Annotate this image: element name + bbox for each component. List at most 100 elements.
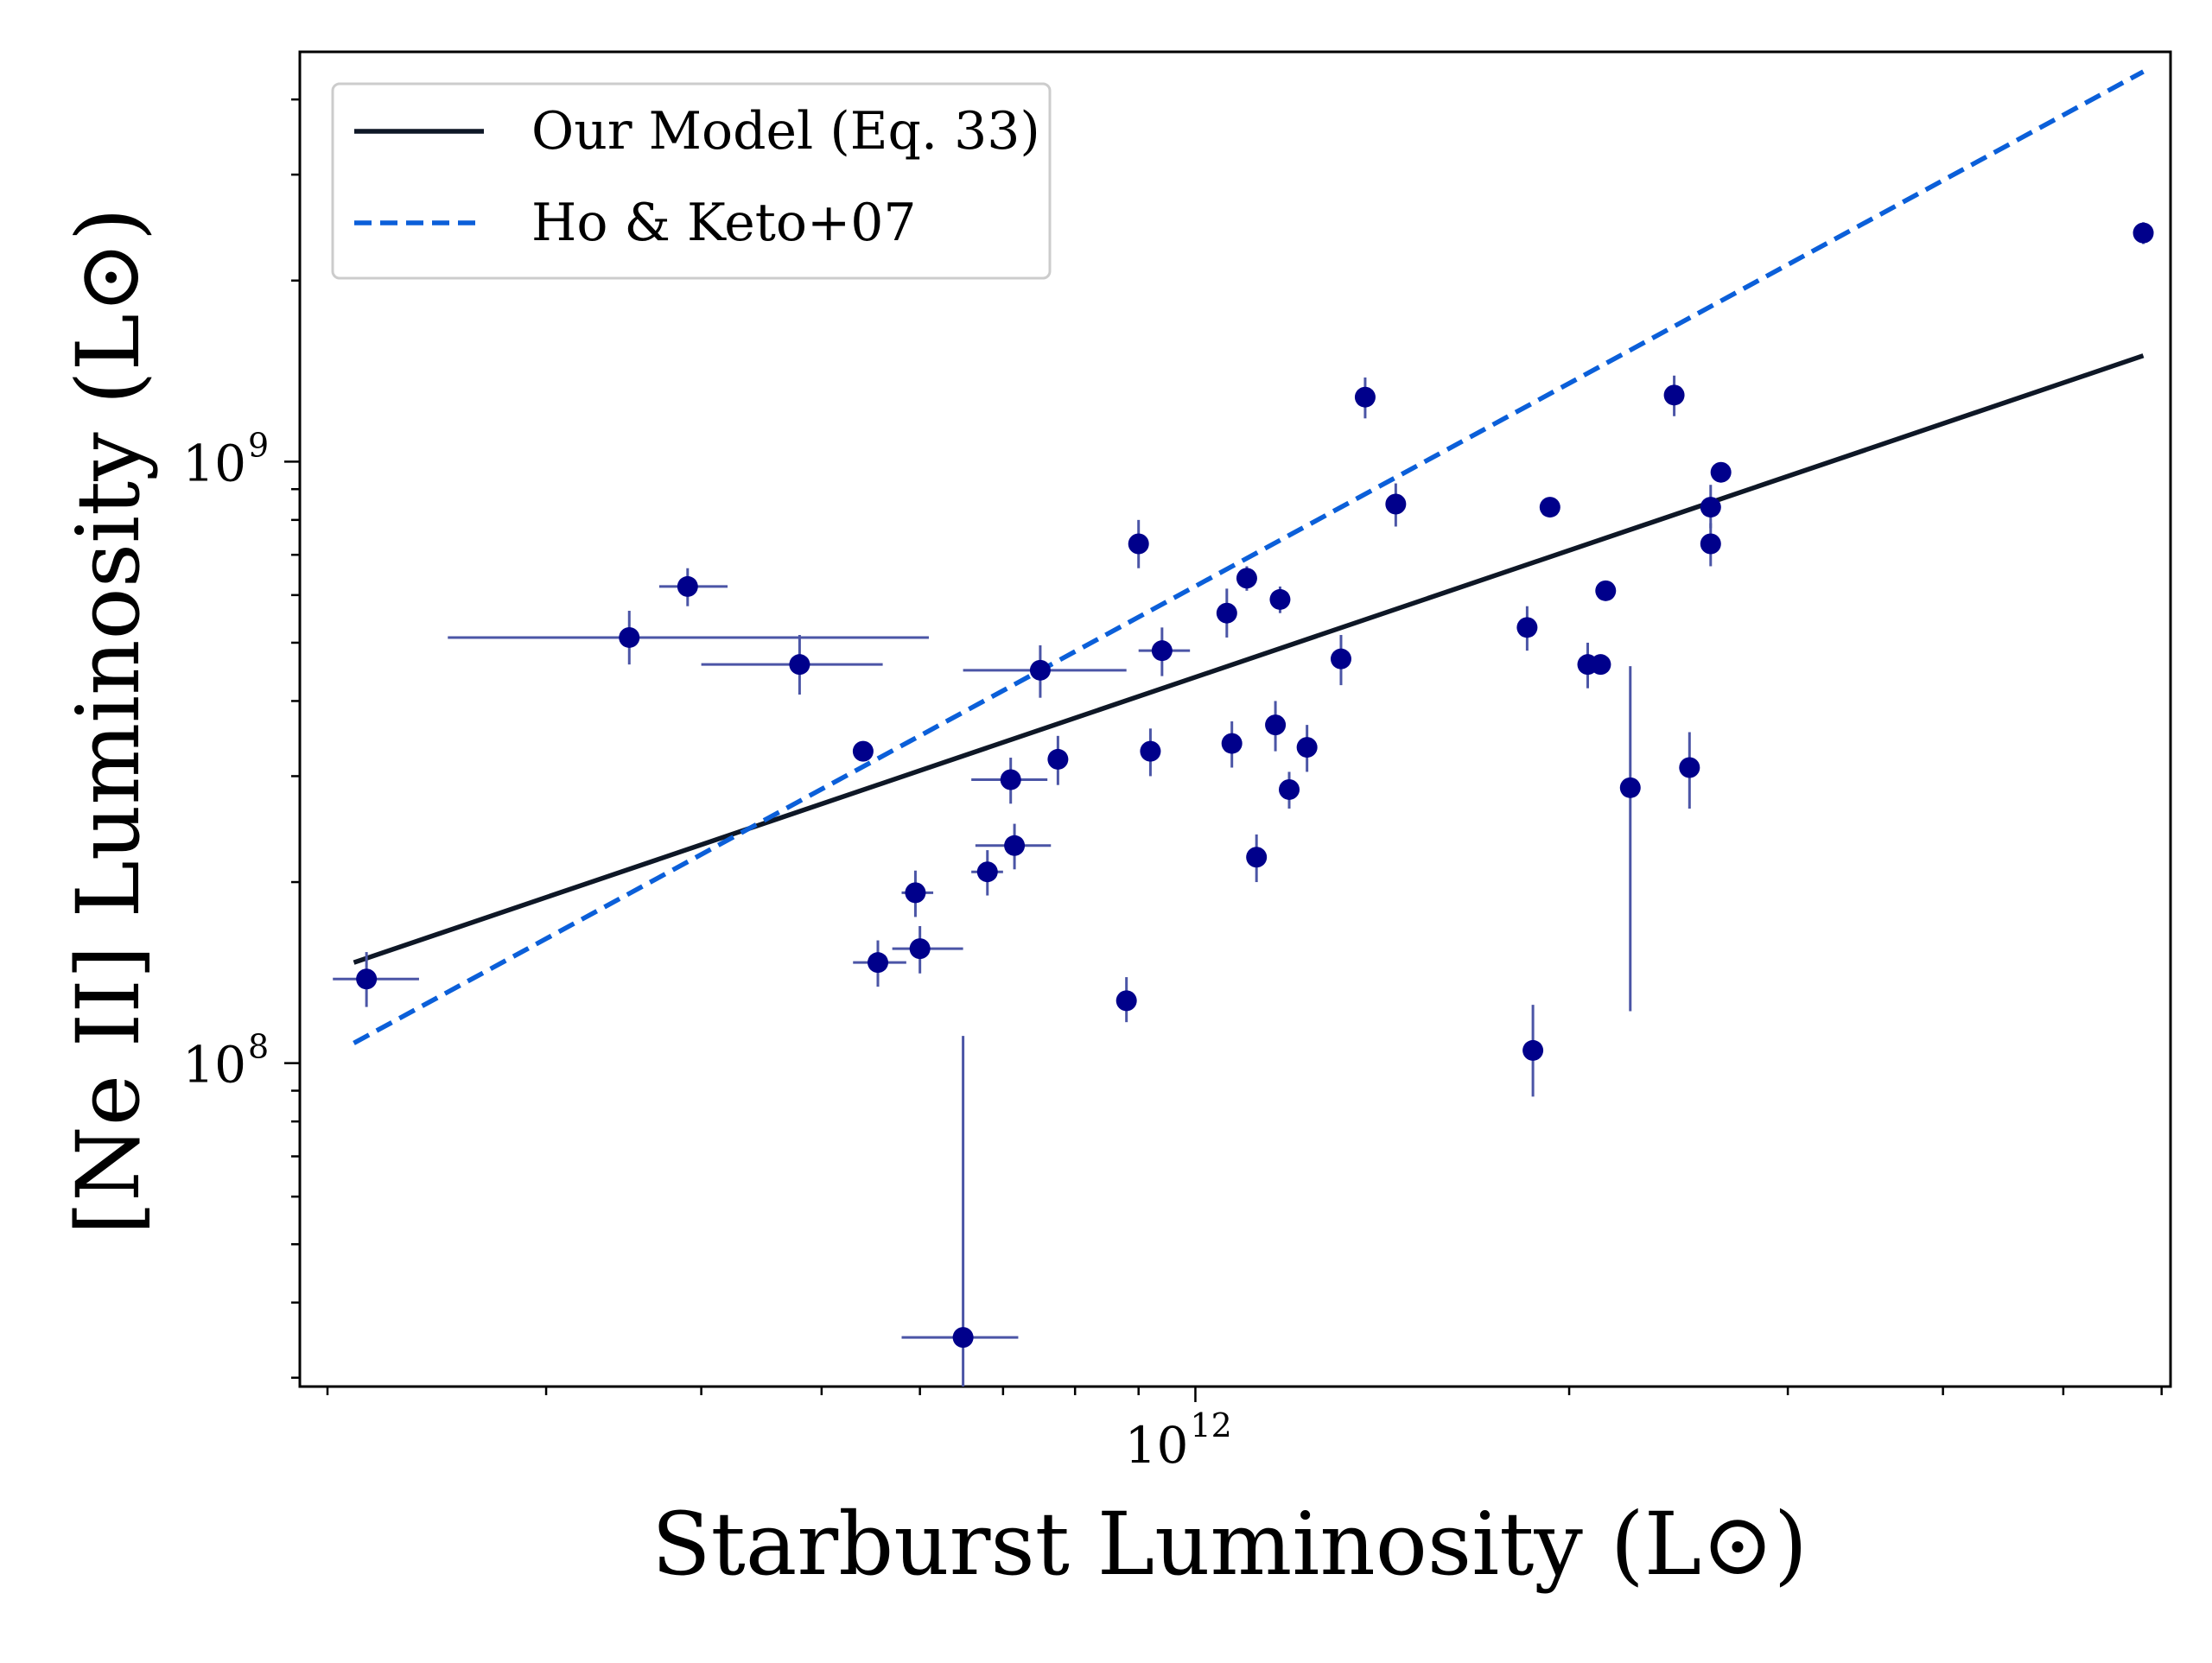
point-marker bbox=[1522, 1039, 1544, 1061]
point-marker bbox=[1516, 617, 1538, 638]
data-point bbox=[1522, 1005, 1544, 1097]
data-point bbox=[901, 1036, 1019, 1387]
legend-entry: Ho & Keto+07 bbox=[354, 193, 917, 253]
legend-label: Ho & Keto+07 bbox=[531, 193, 917, 253]
point-marker bbox=[1710, 461, 1732, 483]
point-marker bbox=[1700, 533, 1721, 555]
data-point bbox=[1128, 519, 1149, 568]
model-lines bbox=[353, 69, 2145, 1045]
data-point bbox=[963, 645, 1127, 698]
data-point bbox=[448, 611, 929, 665]
point-marker bbox=[1385, 493, 1407, 515]
data-point bbox=[1595, 580, 1617, 601]
data-point bbox=[1663, 375, 1685, 416]
data-point bbox=[1246, 834, 1268, 883]
point-marker bbox=[1000, 769, 1021, 790]
point-marker bbox=[909, 938, 931, 960]
point-marker bbox=[1296, 737, 1318, 759]
point-marker bbox=[852, 740, 874, 762]
data-point bbox=[975, 823, 1052, 870]
data-point bbox=[901, 870, 934, 917]
point-marker bbox=[2133, 222, 2154, 244]
data-point bbox=[1216, 588, 1237, 638]
data-points bbox=[333, 222, 2154, 1387]
point-marker bbox=[1128, 533, 1149, 555]
data-point bbox=[1539, 497, 1560, 518]
point-marker bbox=[976, 861, 998, 883]
point-marker bbox=[1221, 733, 1243, 754]
point-marker bbox=[1354, 386, 1376, 408]
point-marker bbox=[1047, 748, 1069, 770]
data-point bbox=[1265, 701, 1287, 752]
point-marker bbox=[1236, 568, 1257, 589]
data-point bbox=[333, 952, 419, 1007]
data-point bbox=[971, 850, 1003, 896]
y-tick-label-exponent: 8 bbox=[248, 1028, 269, 1066]
point-marker bbox=[1265, 714, 1287, 736]
data-point bbox=[1236, 566, 1257, 591]
data-point bbox=[1269, 586, 1291, 613]
y-tick-label-exponent: 9 bbox=[248, 426, 269, 464]
point-marker bbox=[1679, 757, 1700, 778]
legend: Our Model (Eq. 33) Ho & Keto+07 bbox=[331, 82, 1052, 280]
data-point bbox=[1619, 666, 1641, 1012]
data-point bbox=[1140, 728, 1161, 777]
point-marker bbox=[1663, 384, 1685, 406]
data-point bbox=[1679, 732, 1700, 809]
point-marker bbox=[1700, 497, 1721, 518]
data-point bbox=[1710, 461, 1732, 483]
point-marker bbox=[1619, 777, 1641, 798]
y-tick-label: 10 9 bbox=[182, 426, 269, 492]
legend-entry: Our Model (Eq. 33) bbox=[354, 101, 1040, 162]
point-marker bbox=[1029, 659, 1051, 681]
point-marker bbox=[1151, 640, 1173, 662]
point-marker bbox=[1004, 835, 1026, 856]
point-marker bbox=[1590, 654, 1611, 676]
y-axis-label: [Ne II] Luminosity (L⊙) bbox=[58, 207, 159, 1235]
data-point bbox=[852, 740, 874, 762]
point-marker bbox=[952, 1327, 974, 1349]
y-tick-label-base: 10 bbox=[182, 1036, 246, 1095]
point-marker bbox=[356, 968, 378, 990]
x-tick-label-base: 10 bbox=[1125, 1416, 1189, 1475]
data-point bbox=[1330, 635, 1351, 686]
point-marker bbox=[1140, 740, 1161, 762]
data-point bbox=[1590, 654, 1611, 676]
data-point bbox=[1296, 725, 1318, 772]
data-point bbox=[971, 758, 1048, 804]
point-marker bbox=[1116, 990, 1137, 1012]
y-tick-label: 10 8 bbox=[182, 1028, 269, 1095]
point-marker bbox=[1279, 778, 1300, 800]
x-tick-label: 10 12 bbox=[1125, 1406, 1232, 1475]
x-tick-label-exponent: 12 bbox=[1190, 1406, 1231, 1444]
point-marker bbox=[1539, 497, 1560, 518]
x-axis-label: Starburst Luminosity (L⊙) bbox=[652, 1494, 1808, 1595]
data-point bbox=[892, 925, 963, 974]
point-marker bbox=[619, 626, 640, 648]
point-marker bbox=[1330, 648, 1351, 670]
point-marker bbox=[789, 654, 810, 676]
legend-label: Our Model (Eq. 33) bbox=[531, 101, 1040, 162]
point-marker bbox=[677, 575, 698, 597]
data-point bbox=[1385, 483, 1407, 527]
y-tick-label-base: 10 bbox=[182, 434, 246, 492]
data-point bbox=[1047, 735, 1069, 785]
our-model-line bbox=[353, 353, 2145, 965]
data-point bbox=[1221, 721, 1243, 768]
data-point bbox=[1138, 627, 1191, 676]
axis-labels: Starburst Luminosity (L⊙) [Ne II] Lumino… bbox=[58, 207, 1808, 1595]
point-marker bbox=[1595, 580, 1617, 601]
data-point bbox=[658, 568, 728, 606]
point-marker bbox=[905, 882, 926, 904]
data-point bbox=[1700, 485, 1721, 529]
data-point bbox=[1116, 977, 1137, 1023]
data-point bbox=[853, 940, 906, 987]
ho-keto-line bbox=[353, 69, 2145, 1045]
data-point bbox=[1700, 523, 1721, 567]
legend-box bbox=[331, 82, 1052, 280]
data-point bbox=[701, 635, 883, 695]
data-point bbox=[1354, 377, 1376, 419]
